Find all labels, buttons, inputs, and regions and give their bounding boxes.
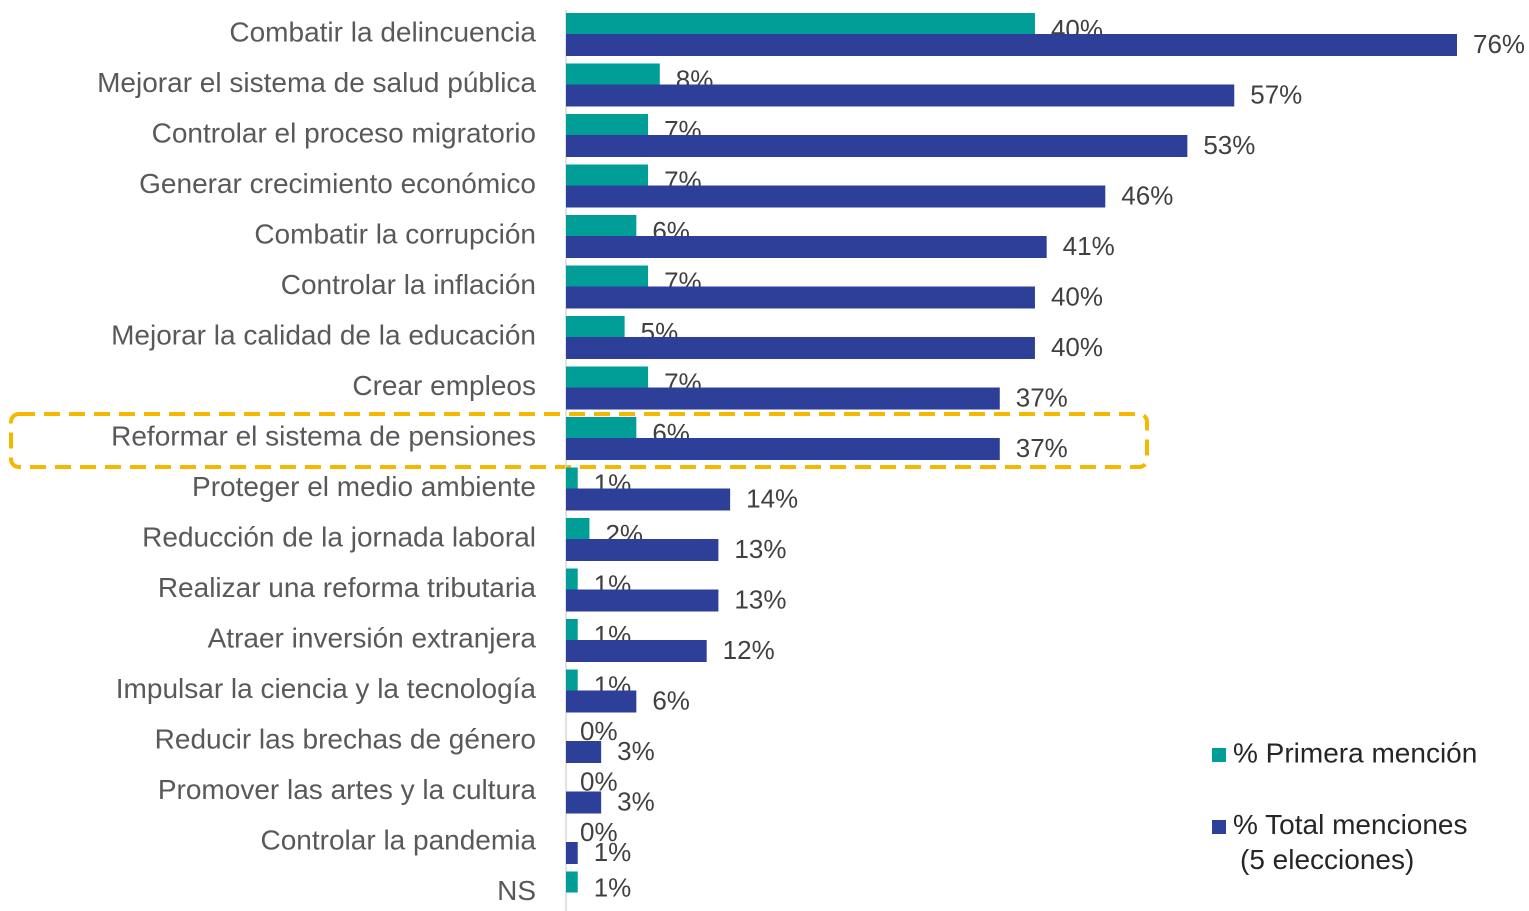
category-label: Mejorar la calidad de la educación	[111, 319, 536, 350]
category-label: Impulsar la ciencia y la tecnología	[116, 673, 537, 704]
bar	[566, 467, 578, 489]
bar	[566, 518, 590, 539]
category-label: Reformar el sistema de pensiones	[111, 420, 536, 451]
legend-label: % Primera mención	[1233, 737, 1477, 768]
bar	[566, 619, 578, 640]
bar	[566, 286, 1035, 309]
category-label: Generar crecimiento económico	[139, 168, 536, 199]
bar	[566, 236, 1047, 258]
highlight-box	[9, 412, 1149, 469]
bar	[566, 791, 602, 814]
bar	[566, 690, 637, 713]
category-label: Controlar el proceso migratorio	[152, 117, 536, 148]
value-label: 41%	[1063, 231, 1115, 261]
value-label: 40%	[1051, 332, 1103, 362]
bar	[566, 589, 719, 612]
value-label: 37%	[1016, 382, 1068, 412]
bar	[566, 34, 1457, 56]
bar	[566, 84, 1235, 107]
category-label: Reducción de la jornada laboral	[142, 521, 536, 552]
value-label: 53%	[1203, 130, 1255, 160]
value-label: 37%	[1016, 433, 1068, 463]
bar	[566, 438, 1000, 460]
value-label: 40%	[1051, 281, 1103, 311]
category-label: Crear empleos	[352, 370, 536, 401]
bar	[566, 387, 1000, 410]
value-label: 1%	[594, 872, 632, 902]
category-label: Realizar una reforma tributaria	[158, 572, 537, 603]
value-label: 14%	[746, 483, 798, 513]
bar	[566, 669, 578, 691]
bar	[566, 842, 578, 864]
value-label: 46%	[1121, 180, 1173, 210]
legend-swatch	[1212, 820, 1226, 834]
category-label: Controlar la inflación	[281, 269, 536, 300]
value-label: 0%	[580, 817, 618, 847]
value-label: 13%	[734, 534, 786, 564]
bar	[566, 135, 1188, 157]
bar	[566, 366, 649, 388]
bar	[566, 871, 578, 893]
category-label: NS	[497, 875, 536, 906]
bar	[566, 568, 578, 590]
bar	[566, 265, 649, 287]
value-label: 3%	[617, 786, 655, 816]
category-label: Combatir la corrupción	[254, 218, 536, 249]
category-label: Promover las artes y la cultura	[158, 774, 537, 805]
category-label: Controlar la pandemia	[261, 824, 537, 855]
category-label: Mejorar el sistema de salud pública	[97, 67, 536, 98]
value-label: 1%	[594, 837, 632, 867]
category-label: Atraer inversión extranjera	[208, 622, 537, 653]
bar	[566, 13, 1035, 34]
legend-label: % Total menciones (5 elecciones)	[1233, 809, 1468, 875]
bar	[566, 215, 637, 236]
category-label: Reducir las brechas de género	[155, 723, 536, 754]
bar	[566, 539, 719, 561]
value-label: 0%	[580, 766, 618, 796]
value-label: 76%	[1473, 29, 1525, 59]
legend-swatch	[1212, 748, 1226, 762]
bar	[566, 337, 1035, 359]
category-label: Combatir la delincuencia	[229, 16, 536, 47]
bar	[566, 741, 602, 763]
bar	[566, 185, 1106, 208]
bar	[566, 640, 707, 662]
bar	[566, 63, 660, 85]
value-label: 13%	[734, 584, 786, 614]
value-label: 6%	[652, 685, 690, 715]
bar	[566, 164, 649, 186]
value-label: 57%	[1250, 79, 1302, 109]
value-label: 12%	[723, 635, 775, 665]
bar	[566, 316, 625, 337]
value-label: 0%	[580, 716, 618, 746]
bar	[566, 114, 649, 135]
bar	[566, 488, 731, 511]
value-label: 3%	[617, 736, 655, 766]
category-label: Proteger el medio ambiente	[192, 471, 536, 502]
bar	[566, 417, 637, 438]
